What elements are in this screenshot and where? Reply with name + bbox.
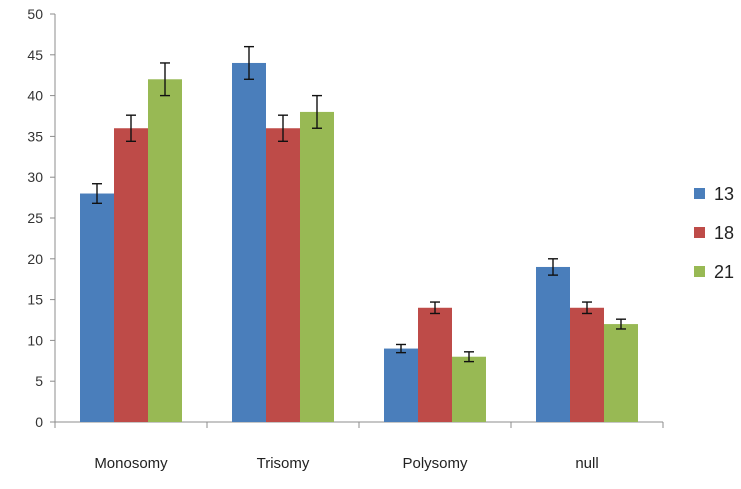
legend-swatch-18	[694, 227, 705, 238]
bar-null-18	[570, 307, 604, 422]
y-tick-label: 40	[27, 88, 43, 104]
y-tick-label: 10	[27, 332, 43, 348]
bar-monosomy-18	[114, 128, 148, 423]
error-bars	[92, 45, 626, 363]
legend-swatch-21	[694, 266, 705, 277]
bar-polysomy-18	[418, 307, 452, 422]
y-tick-label: 5	[35, 373, 43, 389]
legend: 13 18 21	[694, 184, 734, 282]
bar-monosomy-21	[148, 79, 182, 422]
legend-label-13: 13	[714, 184, 734, 204]
bar-trisomy-18	[266, 128, 300, 423]
bars	[80, 62, 638, 423]
axes: 0 5 10 15 20 25 30 35 40 45 50 Monosomy Trisomy Polys…	[27, 6, 664, 472]
bar-null-21	[604, 324, 638, 422]
x-tick-label: Monosomy	[94, 455, 168, 472]
bar-polysomy-13	[384, 348, 418, 422]
y-tick-label: 15	[27, 292, 43, 308]
y-tick-label: 0	[35, 414, 43, 430]
x-tick-label: Polysomy	[402, 455, 468, 472]
legend-label-18: 18	[714, 223, 734, 243]
legend-swatch-13	[694, 188, 705, 199]
x-tick-label: Trisomy	[257, 455, 310, 472]
bar-trisomy-13	[232, 62, 266, 423]
bar-monosomy-13	[80, 193, 114, 422]
y-tick-label: 35	[27, 128, 43, 144]
y-tick-label: 50	[27, 6, 43, 22]
y-tick-label: 25	[27, 210, 43, 226]
bar-null-13	[536, 266, 570, 422]
y-tick-label: 45	[27, 47, 43, 63]
y-tick-label: 20	[27, 251, 43, 267]
legend-label-21: 21	[714, 262, 734, 282]
x-tick-label: null	[575, 455, 598, 472]
bar-polysomy-21	[452, 356, 486, 422]
bar-trisomy-21	[300, 111, 334, 423]
y-tick-label: 30	[27, 169, 43, 185]
